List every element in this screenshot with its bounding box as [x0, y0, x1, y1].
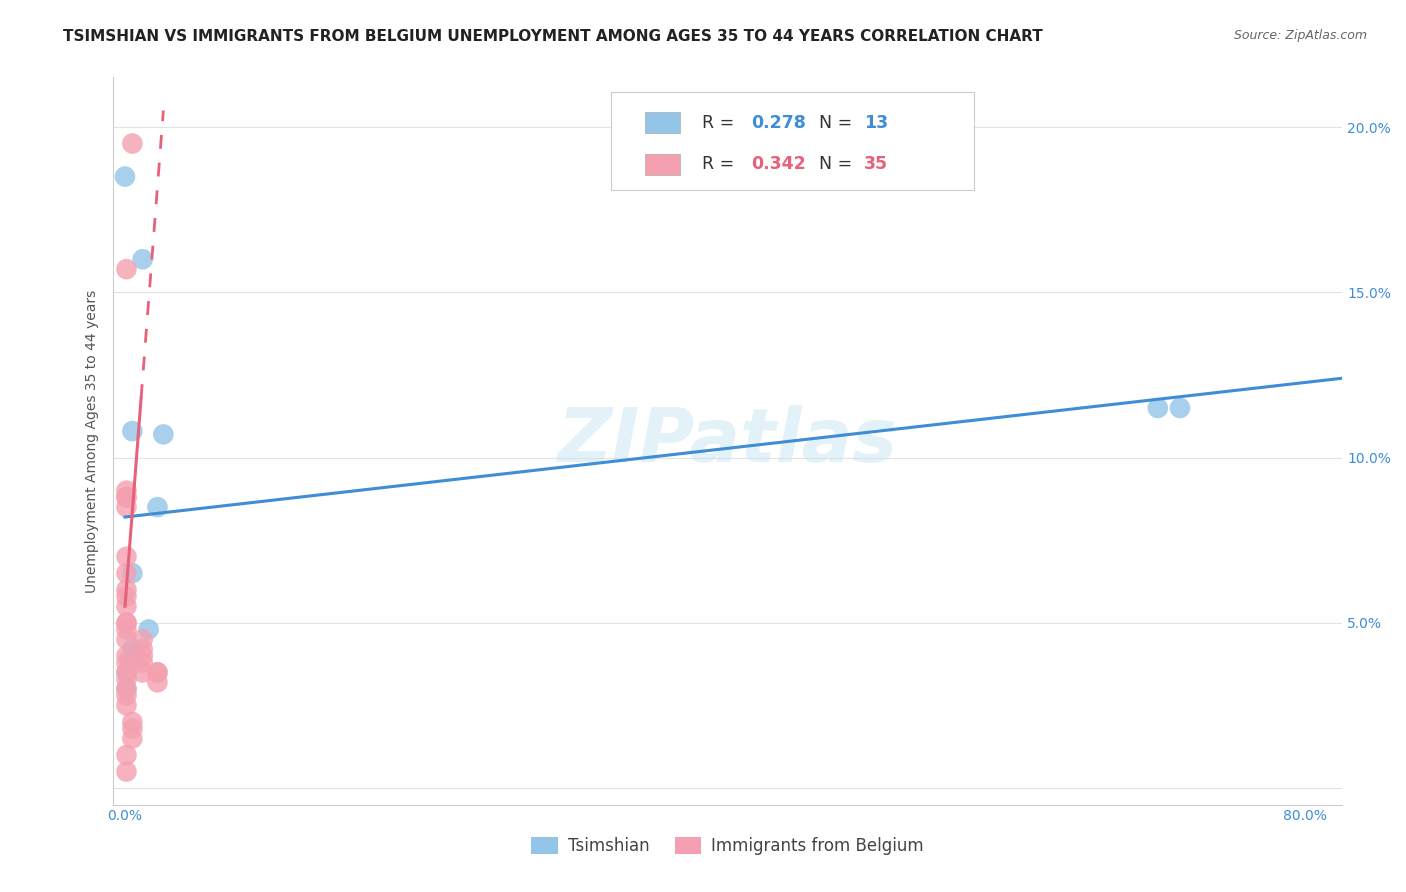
Point	[115, 599, 138, 614]
Point	[115, 549, 138, 564]
Point	[115, 656, 138, 670]
Text: R =: R =	[702, 113, 740, 132]
Point	[121, 566, 143, 581]
Point	[115, 582, 138, 597]
Point	[146, 675, 169, 690]
Point	[152, 427, 174, 442]
Point	[115, 623, 138, 637]
Point	[115, 648, 138, 663]
Point	[121, 648, 143, 663]
Point	[115, 672, 138, 686]
Point	[121, 424, 143, 438]
Point	[146, 665, 169, 680]
Point	[115, 681, 138, 696]
Point	[1168, 401, 1191, 415]
Point	[115, 665, 138, 680]
Point	[131, 642, 153, 657]
Text: 13: 13	[865, 113, 889, 132]
Point	[131, 665, 153, 680]
Legend: Tsimshian, Immigrants from Belgium: Tsimshian, Immigrants from Belgium	[524, 830, 931, 862]
Point	[115, 590, 138, 604]
Point	[115, 490, 138, 504]
FancyBboxPatch shape	[645, 112, 679, 133]
Point	[121, 722, 143, 736]
Point	[114, 169, 136, 184]
Text: N =: N =	[818, 155, 858, 173]
Point	[131, 648, 153, 663]
Point	[115, 500, 138, 515]
Point	[138, 623, 160, 637]
Point	[146, 665, 169, 680]
FancyBboxPatch shape	[612, 92, 973, 190]
Text: R =: R =	[702, 155, 740, 173]
Point	[115, 681, 138, 696]
Point	[131, 632, 153, 647]
Point	[115, 632, 138, 647]
Point	[131, 656, 153, 670]
Point	[115, 698, 138, 713]
Point	[115, 483, 138, 498]
Point	[121, 642, 143, 657]
Point	[146, 500, 169, 515]
Point	[121, 714, 143, 729]
Point	[115, 615, 138, 630]
Text: ZIPatlas: ZIPatlas	[558, 405, 897, 477]
Point	[115, 566, 138, 581]
Point	[121, 136, 143, 151]
Point	[115, 764, 138, 779]
Point	[115, 747, 138, 762]
Text: 35: 35	[865, 155, 889, 173]
Point	[131, 252, 153, 267]
Point	[1146, 401, 1168, 415]
Text: TSIMSHIAN VS IMMIGRANTS FROM BELGIUM UNEMPLOYMENT AMONG AGES 35 TO 44 YEARS CORR: TSIMSHIAN VS IMMIGRANTS FROM BELGIUM UNE…	[63, 29, 1043, 44]
Text: 0.342: 0.342	[751, 155, 806, 173]
Point	[115, 262, 138, 277]
Point	[115, 615, 138, 630]
Text: 0.278: 0.278	[751, 113, 806, 132]
FancyBboxPatch shape	[645, 154, 679, 175]
Point	[115, 689, 138, 703]
Text: Source: ZipAtlas.com: Source: ZipAtlas.com	[1233, 29, 1367, 42]
Y-axis label: Unemployment Among Ages 35 to 44 years: Unemployment Among Ages 35 to 44 years	[86, 289, 100, 592]
Text: N =: N =	[818, 113, 858, 132]
Point	[115, 490, 138, 504]
Point	[121, 731, 143, 746]
Point	[115, 665, 138, 680]
